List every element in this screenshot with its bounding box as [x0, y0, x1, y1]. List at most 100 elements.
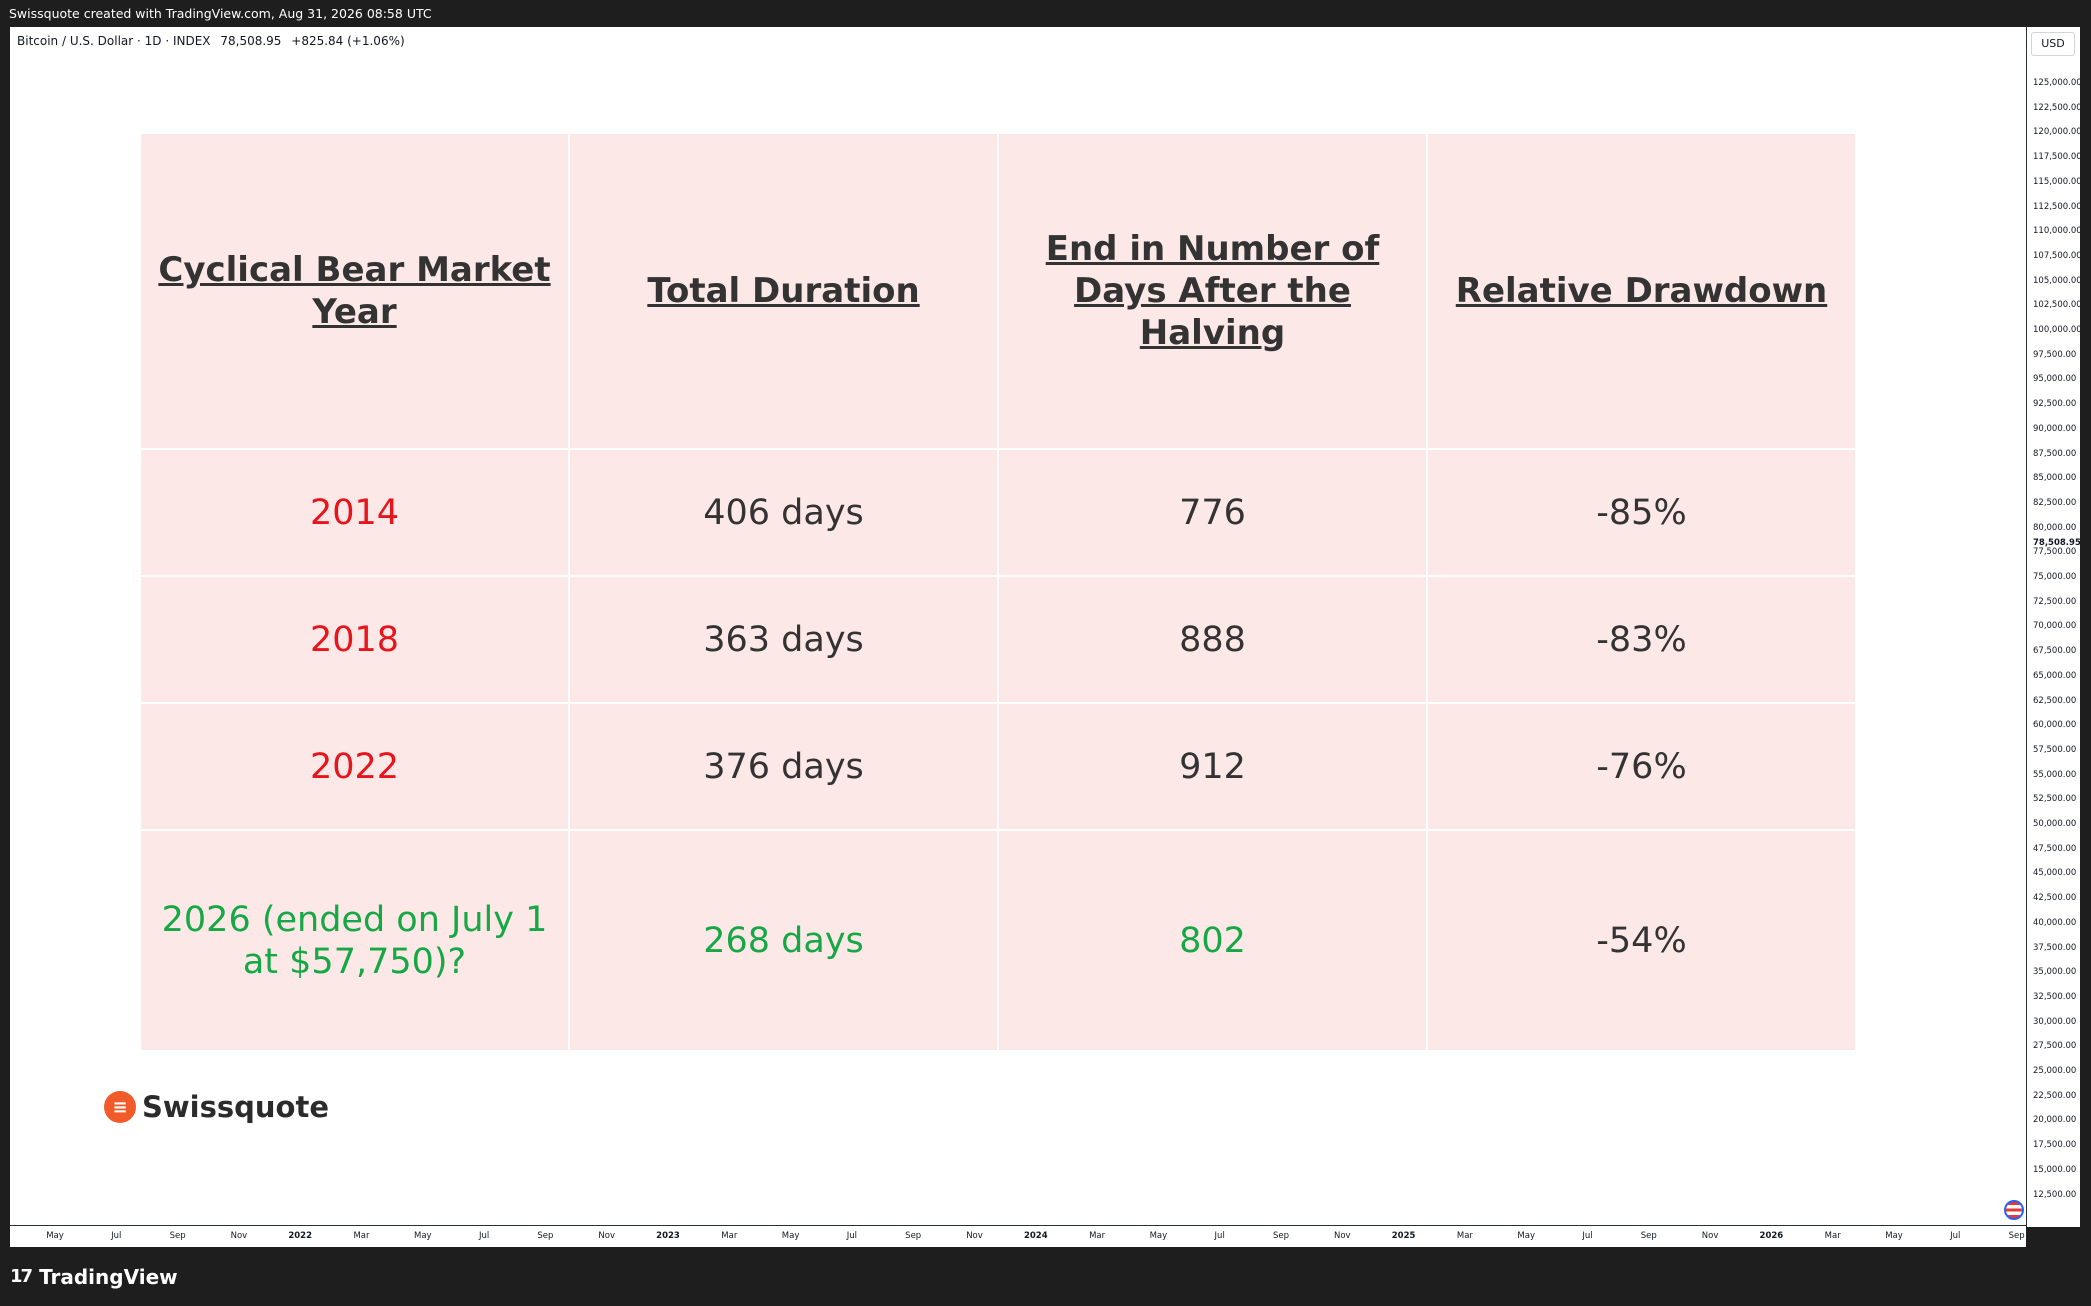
- current-price-label: 78,508.95: [2033, 538, 2081, 548]
- currency-button[interactable]: USD: [2031, 32, 2075, 56]
- price-tick-label: 120,000.00: [2033, 127, 2082, 138]
- price-tick-label: 40,000.00: [2033, 917, 2077, 928]
- price-tick-label: 100,000.00: [2033, 325, 2082, 335]
- price-tick-label: 57,500.00: [2033, 744, 2077, 755]
- time-tick-label: 2025: [1391, 1231, 1416, 1241]
- price-tick-label: 112,500.00: [2033, 201, 2082, 212]
- drawdown-cell: -76%: [1428, 704, 1855, 829]
- symbol-legend[interactable]: Bitcoin / U.S. Dollar · 1D · INDEX 78,50…: [17, 34, 405, 48]
- price-tick-label: 77,500.00: [2033, 547, 2077, 558]
- logo-text: Swissquote: [142, 1090, 329, 1124]
- time-tick-label: Sep: [905, 1231, 922, 1241]
- header-cell: Total Duration: [570, 134, 997, 448]
- time-tick-label: Jul: [1214, 1231, 1225, 1241]
- time-tick-label: Jul: [478, 1231, 490, 1241]
- price-axis[interactable]: USD 125,000.00 122,500.00 120,000.00 117,50…: [2026, 27, 2082, 1227]
- price-tick-label: 115,000.00: [2033, 176, 2082, 187]
- price-tick-label: 32,500.00: [2033, 991, 2077, 1002]
- swissquote-logo-icon: ≡: [104, 1091, 136, 1123]
- time-tick-label: Jul: [111, 1231, 122, 1241]
- time-tick-label: Mar: [1824, 1231, 1841, 1241]
- price-tick-label: 80,000.00: [2033, 522, 2077, 533]
- price-tick-label: 42,500.00: [2033, 893, 2077, 904]
- days-after-halving-cell: 802: [999, 831, 1426, 1050]
- days-after-halving-cell: 888: [999, 577, 1426, 702]
- time-tick-label: May: [1149, 1231, 1168, 1241]
- price-tick-label: 17,500.00: [2033, 1140, 2077, 1151]
- price-tick-label: 22,500.00: [2033, 1090, 2077, 1101]
- price-tick-label: 60,000.00: [2033, 720, 2077, 731]
- price-tick-label: 110,000.00: [2033, 226, 2082, 237]
- right-edge: [2080, 27, 2091, 1227]
- price-tick-label: 20,000.00: [2033, 1115, 2077, 1126]
- bear-market-table: Cyclical Bear Market Year Total Duration…: [141, 134, 1855, 1050]
- time-tick-label: 2022: [288, 1231, 313, 1241]
- us-flag-icon[interactable]: [2004, 1200, 2024, 1220]
- time-tick-label: Nov: [230, 1231, 248, 1241]
- price-tick-label: 102,500.00: [2033, 300, 2082, 311]
- price-tick-label: 47,500.00: [2033, 843, 2077, 854]
- duration-cell: 406 days: [570, 450, 997, 575]
- year-cell: 2018: [141, 577, 568, 702]
- drawdown-cell: -85%: [1428, 450, 1855, 575]
- time-tick-label: Jul: [1950, 1231, 1961, 1241]
- price-tick-label: 52,500.00: [2033, 794, 2077, 805]
- days-after-halving-cell: 776: [999, 450, 1426, 575]
- time-tick-label: 2024: [1023, 1231, 1048, 1241]
- price-tick-label: 105,000.00: [2033, 275, 2082, 286]
- time-tick-label: Nov: [966, 1231, 983, 1241]
- price-tick-label: 45,000.00: [2033, 868, 2077, 879]
- price-tick-label: 30,000.00: [2033, 1016, 2077, 1027]
- symbol-change: +825.84 (+1.06%): [291, 34, 405, 48]
- days-after-halving-cell: 912: [999, 704, 1426, 829]
- price-tick-label: 65,000.00: [2033, 670, 2077, 681]
- price-tick-label: 87,500.00: [2033, 448, 2077, 459]
- time-tick-label: Mar: [1456, 1231, 1473, 1241]
- time-axis[interactable]: May Jul Sep Nov 2022 Mar May Jul Sep Nov 2023 Mar Ma…: [10, 1225, 2026, 1248]
- footer-bar: 17 TradingView: [0, 1247, 2091, 1306]
- year-cell: 2026 (ended on July 1 at $57,750)?: [141, 831, 568, 1050]
- time-tick-label: 2026: [1759, 1231, 1784, 1241]
- price-tick-label: 85,000.00: [2033, 473, 2077, 484]
- duration-cell: 268 days: [570, 831, 997, 1050]
- price-tick-label: 75,000.00: [2033, 572, 2077, 582]
- time-tick-label: May: [1885, 1231, 1903, 1241]
- duration-cell: 376 days: [570, 704, 997, 829]
- price-tick-label: 117,500.00: [2033, 152, 2082, 163]
- time-tick-label: Nov: [1701, 1231, 1719, 1241]
- caption-text: Swissquote created with TradingView.com,…: [9, 6, 432, 21]
- symbol-name: Bitcoin / U.S. Dollar · 1D · INDEX: [17, 34, 211, 48]
- drawdown-cell: -54%: [1428, 831, 1855, 1050]
- time-tick-label: Sep: [169, 1231, 186, 1241]
- time-tick-label: May: [1517, 1231, 1535, 1241]
- price-tick-label: 90,000.00: [2033, 423, 2077, 434]
- price-tick-label: 35,000.00: [2033, 967, 2077, 978]
- footer-brand[interactable]: TradingView: [39, 1264, 178, 1289]
- time-tick-label: Nov: [1334, 1231, 1351, 1241]
- header-cell: Cyclical Bear Market Year: [141, 134, 568, 448]
- header-cell: End in Number of Days After the Halving: [999, 134, 1426, 448]
- time-tick-label: Jul: [1582, 1231, 1593, 1241]
- price-tick-label: 107,500.00: [2033, 250, 2082, 261]
- drawdown-cell: -83%: [1428, 577, 1855, 702]
- price-tick-label: 50,000.00: [2033, 819, 2077, 829]
- time-tick-label: Jul: [846, 1231, 858, 1241]
- price-tick-label: 62,500.00: [2033, 695, 2077, 706]
- time-tick-label: Sep: [1640, 1231, 1657, 1241]
- price-tick-label: 55,000.00: [2033, 769, 2077, 780]
- price-tick-label: 92,500.00: [2033, 399, 2077, 410]
- price-tick-label: 12,500.00: [2033, 1189, 2077, 1200]
- price-tick-label: 72,500.00: [2033, 596, 2077, 607]
- duration-cell: 363 days: [570, 577, 997, 702]
- price-tick-label: 27,500.00: [2033, 1041, 2077, 1052]
- tradingview-logo-icon[interactable]: 17: [10, 1266, 33, 1287]
- symbol-price: 78,508.95: [220, 34, 282, 48]
- price-tick-label: 25,000.00: [2033, 1066, 2077, 1076]
- price-tick-label: 82,500.00: [2033, 497, 2077, 508]
- time-tick-label: Mar: [1089, 1231, 1106, 1241]
- time-tick-label: 2023: [656, 1231, 680, 1241]
- time-tick-label: Mar: [721, 1231, 738, 1241]
- price-tick-label: 37,500.00: [2033, 942, 2077, 953]
- time-tick-label: Sep: [2008, 1231, 2025, 1241]
- price-tick-label: 122,500.00: [2033, 102, 2082, 113]
